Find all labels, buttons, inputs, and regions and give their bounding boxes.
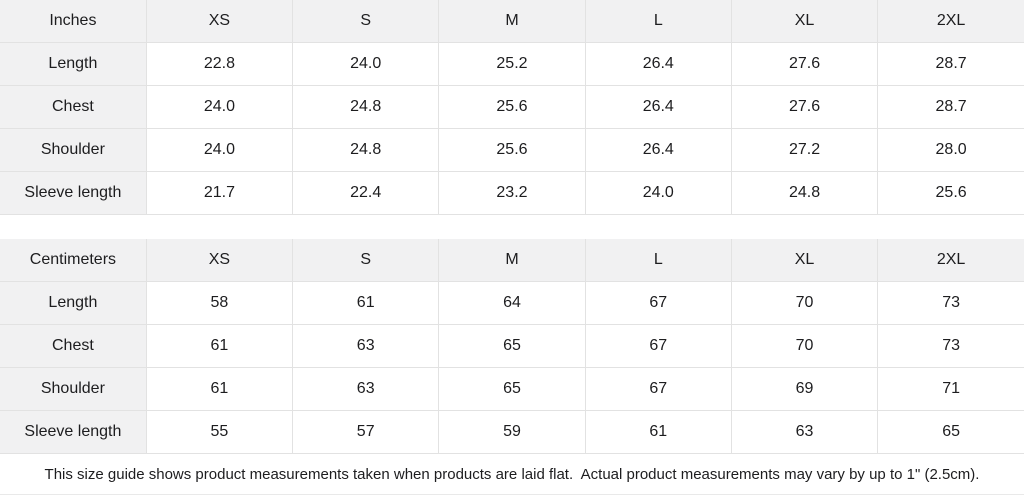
measurement-cell: 24.0 bbox=[584, 171, 732, 215]
centimeters-table-header: Centimeters XS S M L XL 2XL bbox=[0, 239, 1024, 282]
measurement-cell: 59 bbox=[438, 410, 586, 454]
measurement-cell: 25.2 bbox=[438, 42, 586, 86]
measurement-cell: 67 bbox=[584, 367, 732, 411]
measurement-cell: 28.7 bbox=[877, 42, 1024, 86]
size-column-header: M bbox=[438, 0, 586, 43]
measurement-row: Chest 61 63 65 67 70 73 bbox=[0, 324, 1024, 368]
measurement-cell: 26.4 bbox=[584, 42, 732, 86]
unit-label: Inches bbox=[0, 0, 147, 43]
size-column-header: XS bbox=[145, 239, 294, 282]
inches-table: Inches XS S M L XL 2XL Length 22.8 24.0 25.2 26.4 2… bbox=[0, 0, 1024, 215]
size-column-header: XL bbox=[730, 0, 879, 43]
measurement-cell: 63 bbox=[730, 410, 879, 454]
row-label: Shoulder bbox=[0, 128, 147, 172]
measurement-cell: 28.0 bbox=[877, 128, 1024, 172]
measurement-row: Chest 24.0 24.8 25.6 26.4 27.6 28.7 bbox=[0, 85, 1024, 129]
measurement-cell: 23.2 bbox=[438, 171, 586, 215]
measurement-cell: 57 bbox=[292, 410, 440, 454]
measurement-cell: 73 bbox=[877, 281, 1024, 325]
measurement-cell: 26.4 bbox=[584, 128, 732, 172]
row-label: Length bbox=[0, 42, 147, 86]
measurement-cell: 24.8 bbox=[292, 128, 440, 172]
size-column-header: 2XL bbox=[877, 239, 1024, 282]
unit-label: Centimeters bbox=[0, 239, 147, 282]
measurement-row: Shoulder 61 63 65 67 69 71 bbox=[0, 367, 1024, 411]
measurement-cell: 67 bbox=[584, 324, 732, 368]
measurement-cell: 70 bbox=[730, 281, 879, 325]
size-guide-note: This size guide shows product measuremen… bbox=[0, 454, 1024, 495]
measurement-cell: 64 bbox=[438, 281, 586, 325]
measurement-cell: 58 bbox=[145, 281, 294, 325]
centimeters-table-body: Length 58 61 64 67 70 73 Chest 61 63 65 67 70 73 Shoul… bbox=[0, 281, 1024, 454]
measurement-row: Sleeve length 21.7 22.4 23.2 24.0 24.8 25.6 bbox=[0, 171, 1024, 215]
measurement-cell: 27.2 bbox=[730, 128, 879, 172]
measurement-cell: 65 bbox=[438, 324, 586, 368]
size-column-header: S bbox=[292, 239, 440, 282]
measurement-cell: 71 bbox=[877, 367, 1024, 411]
measurement-cell: 73 bbox=[877, 324, 1024, 368]
centimeters-table: Centimeters XS S M L XL 2XL Length 58 61 64 67 70 73… bbox=[0, 239, 1024, 454]
header-row: Centimeters XS S M L XL 2XL bbox=[0, 239, 1024, 282]
measurement-cell: 55 bbox=[145, 410, 294, 454]
measurement-cell: 61 bbox=[145, 367, 294, 411]
size-column-header: 2XL bbox=[877, 0, 1024, 43]
measurement-row: Length 22.8 24.0 25.2 26.4 27.6 28.7 bbox=[0, 42, 1024, 86]
size-column-header: M bbox=[438, 239, 586, 282]
measurement-cell: 26.4 bbox=[584, 85, 732, 129]
measurement-cell: 21.7 bbox=[145, 171, 294, 215]
inches-table-body: Length 22.8 24.0 25.2 26.4 27.6 28.7 Chest 24.0 2… bbox=[0, 42, 1024, 215]
measurement-cell: 28.7 bbox=[877, 85, 1024, 129]
measurement-cell: 24.0 bbox=[292, 42, 440, 86]
measurement-cell: 25.6 bbox=[438, 85, 586, 129]
size-column-header: L bbox=[584, 0, 732, 43]
size-column-header: L bbox=[584, 239, 732, 282]
measurement-cell: 63 bbox=[292, 324, 440, 368]
measurement-cell: 61 bbox=[292, 281, 440, 325]
measurement-cell: 65 bbox=[438, 367, 586, 411]
row-label: Chest bbox=[0, 85, 147, 129]
table-gap bbox=[0, 215, 1024, 239]
row-label: Length bbox=[0, 281, 147, 325]
measurement-row: Length 58 61 64 67 70 73 bbox=[0, 281, 1024, 325]
measurement-cell: 24.8 bbox=[730, 171, 879, 215]
row-label: Sleeve length bbox=[0, 410, 147, 454]
measurement-row: Sleeve length 55 57 59 61 63 65 bbox=[0, 410, 1024, 454]
measurement-cell: 27.6 bbox=[730, 42, 879, 86]
size-column-header: XS bbox=[145, 0, 294, 43]
measurement-cell: 22.8 bbox=[145, 42, 294, 86]
measurement-cell: 25.6 bbox=[438, 128, 586, 172]
measurement-cell: 67 bbox=[584, 281, 732, 325]
measurement-cell: 24.0 bbox=[145, 128, 294, 172]
row-label: Sleeve length bbox=[0, 171, 147, 215]
measurement-row: Shoulder 24.0 24.8 25.6 26.4 27.2 28.0 bbox=[0, 128, 1024, 172]
measurement-cell: 61 bbox=[584, 410, 732, 454]
measurement-cell: 69 bbox=[730, 367, 879, 411]
measurement-cell: 22.4 bbox=[292, 171, 440, 215]
size-column-header: S bbox=[292, 0, 440, 43]
measurement-cell: 27.6 bbox=[730, 85, 879, 129]
measurement-cell: 70 bbox=[730, 324, 879, 368]
measurement-cell: 25.6 bbox=[877, 171, 1024, 215]
row-label: Chest bbox=[0, 324, 147, 368]
header-row: Inches XS S M L XL 2XL bbox=[0, 0, 1024, 43]
size-column-header: XL bbox=[730, 239, 879, 282]
measurement-cell: 24.0 bbox=[145, 85, 294, 129]
measurement-cell: 61 bbox=[145, 324, 294, 368]
measurement-cell: 24.8 bbox=[292, 85, 440, 129]
measurement-cell: 65 bbox=[877, 410, 1024, 454]
inches-table-header: Inches XS S M L XL 2XL bbox=[0, 0, 1024, 43]
measurement-cell: 63 bbox=[292, 367, 440, 411]
row-label: Shoulder bbox=[0, 367, 147, 411]
